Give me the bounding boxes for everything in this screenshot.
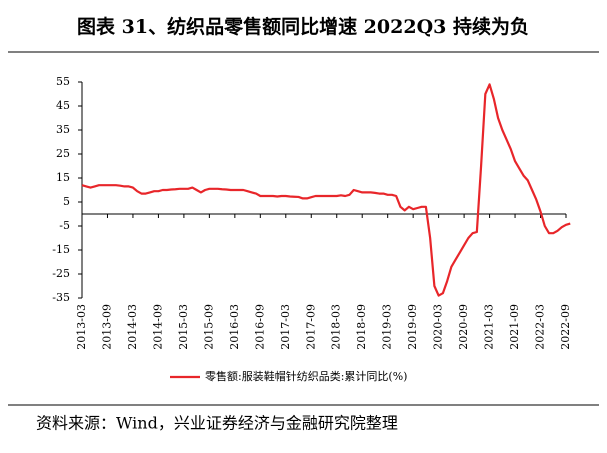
y-tick-label: 5 [63,195,70,208]
x-tick-label: 2018-09 [355,304,368,350]
x-tick-label: 2018-03 [330,304,343,350]
y-tick-label: -5 [59,219,70,232]
y-tick-label: 35 [56,123,70,136]
x-tick-label: 2017-03 [279,304,292,350]
x-tick-label: 2021-09 [508,304,521,350]
source-note: 资料来源：Wind，兴业证券经济与金融研究院整理 [36,414,398,433]
x-tick-label: 2021-03 [483,304,496,350]
x-tick-label: 2022-03 [534,304,547,350]
x-tick-label: 2013-03 [75,304,88,350]
y-tick-label: 55 [56,75,70,88]
y-tick-label: -35 [52,291,70,304]
y-tick-label: 45 [56,99,70,112]
x-tick-label: 2013-09 [100,304,113,350]
x-tick-label: 2014-09 [151,304,164,350]
x-tick-label: 2016-09 [253,304,266,350]
chart-title: 图表 31、纺织品零售额同比增速 2022Q3 持续为负 [77,15,529,38]
x-tick-label: 2019-09 [406,304,419,350]
x-tick-label: 2015-03 [177,304,190,350]
x-tick-label: 2020-09 [457,304,470,350]
x-tick-label: 2019-03 [381,304,394,350]
x-tick-label: 2016-03 [228,304,241,350]
y-tick-label: -15 [52,243,70,256]
x-tick-label: 2020-03 [432,304,445,350]
x-tick-label: 2017-09 [304,304,317,350]
legend-label: 零售额:服装鞋帽针纺织品类:累计同比(%) [205,369,407,383]
y-tick-label: 15 [56,171,70,184]
y-tick-label: -25 [52,267,70,280]
y-tick-label: 25 [56,147,70,160]
x-tick-label: 2014-03 [126,304,139,350]
x-tick-label: 2015-09 [202,304,215,350]
line-series [81,83,571,297]
x-tick-label: 2022-09 [559,304,572,350]
